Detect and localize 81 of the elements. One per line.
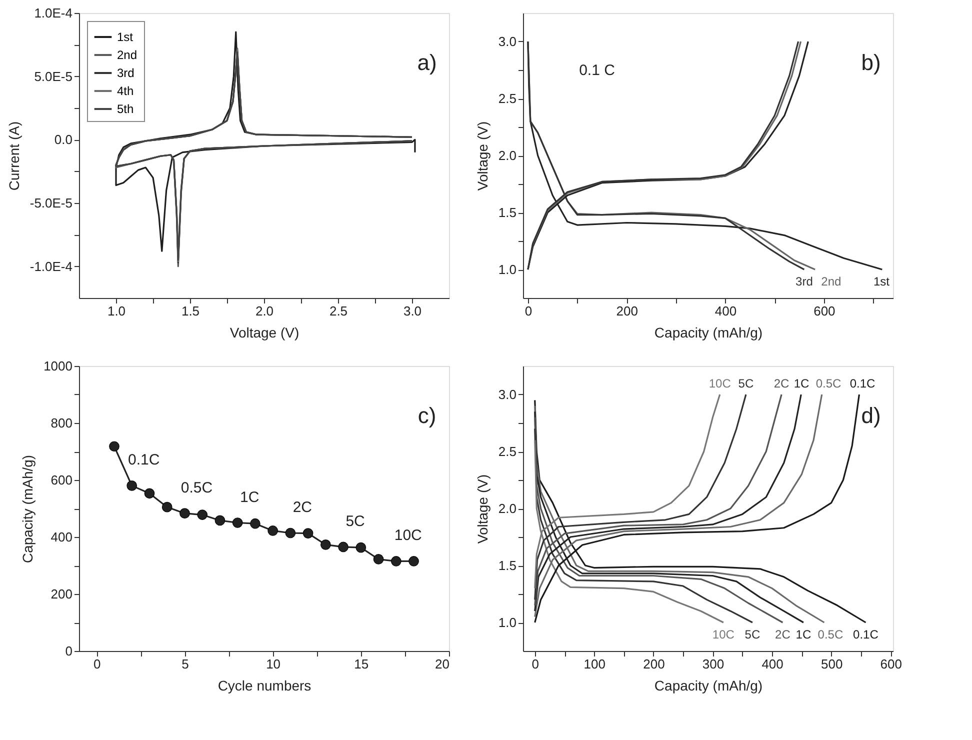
annotation: b) xyxy=(861,50,881,75)
y-axis-title: Capacity (mAh/g) xyxy=(20,454,36,564)
x-tick-label: 5 xyxy=(182,656,189,672)
y-tick-label: 400 xyxy=(50,530,72,544)
y-tick-label: 1.0 xyxy=(498,262,516,277)
x-axis-title: Capacity (mAh/g) xyxy=(654,324,763,340)
y-tick-label: 1.0 xyxy=(498,615,516,630)
y-tick-label: 1.5 xyxy=(498,558,516,573)
y-tick-label: 0.0 xyxy=(54,132,72,148)
annotation: 2C xyxy=(292,499,312,516)
legend-label: 5th xyxy=(117,102,134,116)
series-label: 5C xyxy=(744,628,760,642)
x-tick-label: 0 xyxy=(94,656,101,672)
series-label: 10C xyxy=(708,376,732,390)
y-tick-label: 3.0 xyxy=(498,387,516,402)
y-tick-label: 2.5 xyxy=(498,444,516,459)
x-tick-label: 200 xyxy=(616,304,638,318)
y-tick-label: 3.0 xyxy=(498,34,516,49)
y-tick-label: 2.0 xyxy=(498,501,516,516)
series-label: 5C xyxy=(738,376,754,390)
y-tick-label: -1.0E-4 xyxy=(30,258,72,274)
x-tick-label: 15 xyxy=(354,656,369,672)
x-tick-label: 0 xyxy=(532,656,539,672)
x-tick-label: 3.0 xyxy=(403,304,422,318)
series-label: 3rd xyxy=(796,274,813,288)
x-tick-label: 500 xyxy=(820,656,843,672)
legend-label: 1st xyxy=(117,30,134,44)
y-tick-label: 600 xyxy=(50,472,72,488)
series-label: 0.1C xyxy=(853,628,879,642)
x-tick-label: 1.5 xyxy=(181,304,200,318)
annotation: 10C xyxy=(394,527,422,544)
x-tick-label: 2.0 xyxy=(255,304,274,318)
annotation: 0.1 C xyxy=(579,62,616,79)
x-tick-label: 400 xyxy=(714,304,737,318)
x-tick-label: 600 xyxy=(814,304,836,318)
y-tick-label: 1.0E-4 xyxy=(34,6,72,20)
annotation: 5C xyxy=(346,512,366,530)
y-tick-label: 800 xyxy=(50,416,72,430)
x-tick-label: 20 xyxy=(435,656,450,672)
x-axis-title: Capacity (mAh/g) xyxy=(654,678,763,694)
x-tick-label: 10 xyxy=(266,656,281,672)
series-label: 0.1C xyxy=(850,376,876,390)
y-tick-label: 2.0 xyxy=(498,148,516,163)
series-label: 2nd xyxy=(821,274,842,288)
legend-label: 4th xyxy=(117,84,134,98)
y-tick-label: 1.5 xyxy=(498,205,516,220)
y-axis-title: Voltage (V) xyxy=(474,474,490,544)
y-axis-title: Current (A) xyxy=(6,121,22,191)
y-tick-label: 2.5 xyxy=(498,91,516,106)
x-tick-label: 400 xyxy=(762,656,784,672)
y-tick-label: 5.0E-5 xyxy=(34,68,72,84)
series-label: 1st xyxy=(873,274,890,288)
series-label: 0.5C xyxy=(816,376,842,390)
series-label: 2C xyxy=(774,376,790,390)
x-axis-title: Cycle numbers xyxy=(218,678,312,694)
y-tick-label: 1000 xyxy=(44,358,72,374)
x-tick-label: 2.5 xyxy=(329,304,348,318)
x-tick-label: 600 xyxy=(880,656,902,672)
series-label: 10C xyxy=(712,628,735,642)
series-label: 0.5C xyxy=(818,628,844,642)
legend-label: 3rd xyxy=(117,66,134,80)
y-tick-label: 0 xyxy=(65,644,72,658)
x-tick-label: 0 xyxy=(524,304,532,318)
x-tick-label: 100 xyxy=(584,656,606,672)
y-tick-label: -5.0E-5 xyxy=(30,196,72,210)
series-label: 1C xyxy=(796,628,812,642)
legend-label: 2nd xyxy=(117,48,138,62)
annotation: 0.1C xyxy=(128,452,160,469)
annotation: 0.5C xyxy=(180,479,213,496)
annotation: 1C xyxy=(240,488,260,506)
annotation: d) xyxy=(861,403,881,428)
x-axis-title: Voltage (V) xyxy=(230,324,300,340)
series-label: 1C xyxy=(794,376,810,390)
x-tick-label: 200 xyxy=(643,656,665,672)
annotation: c) xyxy=(418,403,436,428)
x-tick-label: 1.0 xyxy=(107,304,126,318)
annotation: a) xyxy=(417,50,437,75)
y-axis-title: Voltage (V) xyxy=(474,121,490,191)
y-tick-label: 200 xyxy=(50,586,72,602)
series-label: 2C xyxy=(775,628,791,642)
x-tick-label: 300 xyxy=(702,656,724,672)
